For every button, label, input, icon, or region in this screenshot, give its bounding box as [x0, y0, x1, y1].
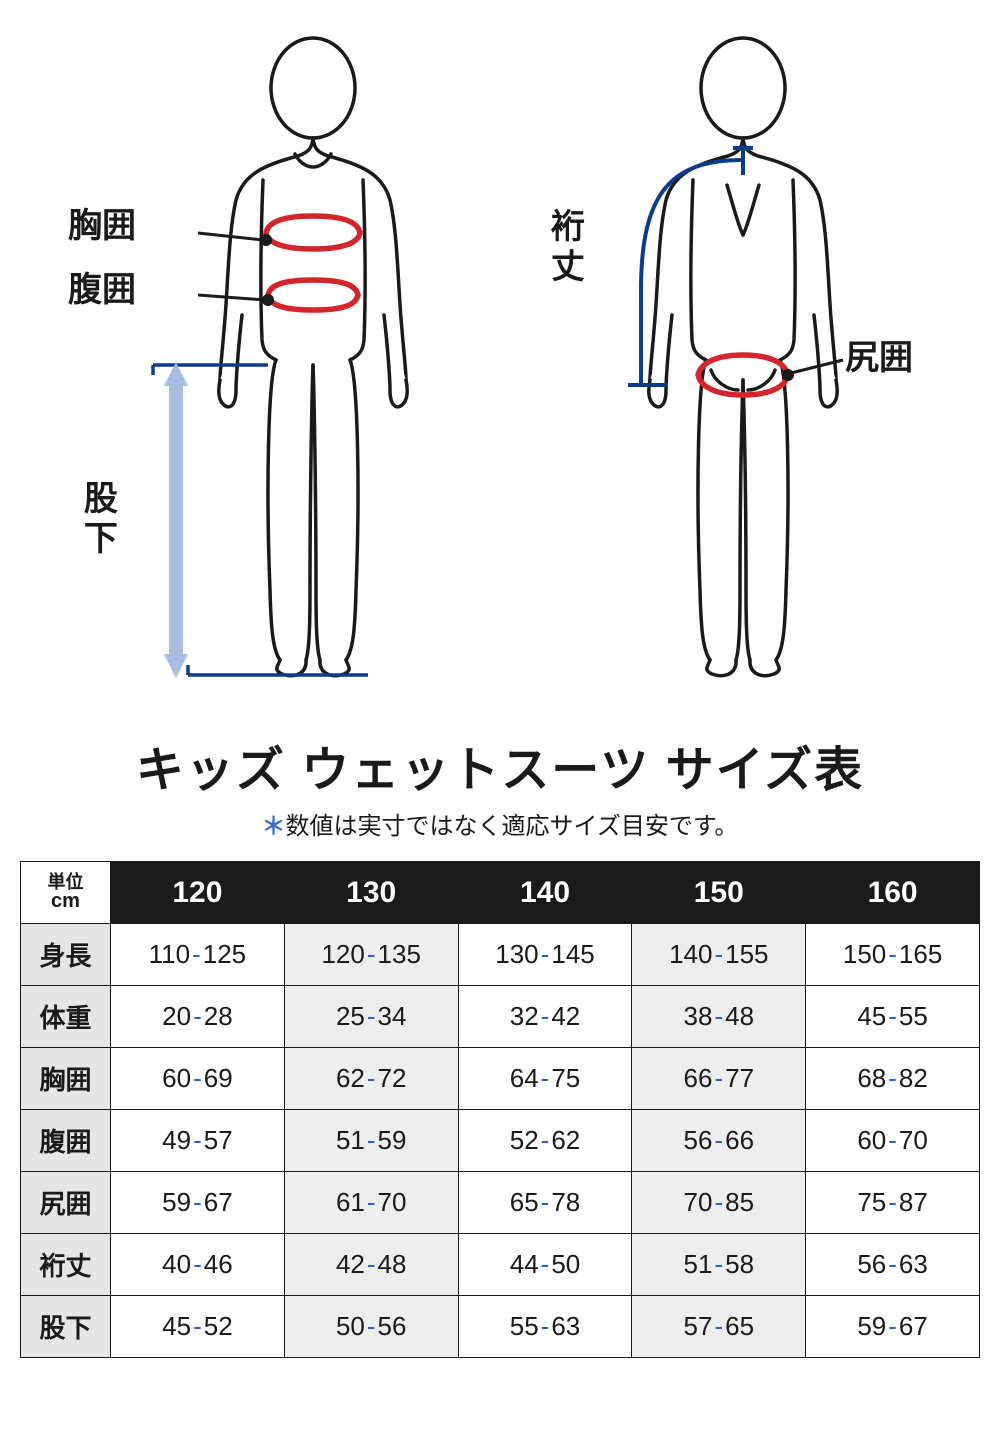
size-cell: 64-75 [458, 1048, 632, 1110]
size-cell: 110-125 [111, 924, 285, 986]
label-hip: 尻囲 [845, 340, 913, 377]
size-cell: 61-70 [284, 1172, 458, 1234]
size-header: 120 [111, 862, 285, 924]
size-cell: 42-48 [284, 1234, 458, 1296]
label-inseam: 股下 [78, 480, 115, 560]
size-cell: 44-50 [458, 1234, 632, 1296]
row-label: 腹囲 [21, 1110, 111, 1172]
table-row: 身長110-125120-135130-145140-155150-165 [21, 924, 980, 986]
row-label: 身長 [21, 924, 111, 986]
size-header: 160 [806, 862, 980, 924]
measurement-diagram: 胸囲 腹囲 股下 [20, 20, 980, 700]
page-subtitle: ＊数値は実寸ではなく適応サイズ目安です。 [20, 806, 980, 841]
size-cell: 51-59 [284, 1110, 458, 1172]
row-label: 尻囲 [21, 1172, 111, 1234]
size-cell: 57-65 [632, 1296, 806, 1358]
back-figure: 裄丈 尻囲 [525, 30, 940, 690]
size-cell: 38-48 [632, 986, 806, 1048]
size-cell: 56-66 [632, 1110, 806, 1172]
size-cell: 25-34 [284, 986, 458, 1048]
size-cell: 130-145 [458, 924, 632, 986]
size-cell: 66-77 [632, 1048, 806, 1110]
size-cell: 70-85 [632, 1172, 806, 1234]
table-header-row: 単位 cm 120 130 140 150 160 [21, 862, 980, 924]
size-cell: 55-63 [458, 1296, 632, 1358]
size-cell: 59-67 [806, 1296, 980, 1358]
title-block: キッズ ウェットスーツ サイズ表 ＊数値は実寸ではなく適応サイズ目安です。 [20, 730, 980, 841]
label-chest: 胸囲 [68, 208, 136, 245]
corner-bottom: cm [21, 891, 110, 912]
size-cell: 52-62 [458, 1110, 632, 1172]
corner-top: 単位 [21, 873, 110, 892]
table-row: 尻囲59-6761-7065-7870-8575-87 [21, 1172, 980, 1234]
table-row: 腹囲49-5751-5952-6256-6660-70 [21, 1110, 980, 1172]
size-cell: 140-155 [632, 924, 806, 986]
size-cell: 60-70 [806, 1110, 980, 1172]
size-table: 単位 cm 120 130 140 150 160 身長110-125120-1… [20, 861, 980, 1358]
size-header: 150 [632, 862, 806, 924]
label-waist: 腹囲 [68, 272, 136, 309]
size-cell: 45-55 [806, 986, 980, 1048]
size-cell: 20-28 [111, 986, 285, 1048]
table-row: 股下45-5250-5655-6357-6559-67 [21, 1296, 980, 1358]
subtitle-text: 数値は実寸ではなく適応サイズ目安です。 [286, 813, 739, 840]
size-cell: 45-52 [111, 1296, 285, 1358]
row-label: 裄丈 [21, 1234, 111, 1296]
page-title: キッズ ウェットスーツ サイズ表 [20, 730, 980, 800]
size-cell: 120-135 [284, 924, 458, 986]
size-cell: 32-42 [458, 986, 632, 1048]
size-cell: 75-87 [806, 1172, 980, 1234]
size-cell: 49-57 [111, 1110, 285, 1172]
corner-cell: 単位 cm [21, 862, 111, 924]
size-header: 130 [284, 862, 458, 924]
size-cell: 68-82 [806, 1048, 980, 1110]
size-cell: 51-58 [632, 1234, 806, 1296]
size-table-body: 身長110-125120-135130-145140-155150-165体重2… [21, 924, 980, 1358]
table-row: 胸囲60-6962-7264-7566-7768-82 [21, 1048, 980, 1110]
row-label: 体重 [21, 986, 111, 1048]
table-row: 裄丈40-4642-4844-5051-5856-63 [21, 1234, 980, 1296]
asterisk-icon: ＊ [262, 813, 286, 840]
front-body-svg [68, 30, 468, 690]
label-sleeve: 裄丈 [545, 208, 582, 288]
size-cell: 62-72 [284, 1048, 458, 1110]
size-cell: 150-165 [806, 924, 980, 986]
size-cell: 60-69 [111, 1048, 285, 1110]
table-row: 体重20-2825-3432-4238-4845-55 [21, 986, 980, 1048]
size-cell: 65-78 [458, 1172, 632, 1234]
front-figure: 胸囲 腹囲 股下 [60, 30, 475, 690]
size-cell: 50-56 [284, 1296, 458, 1358]
size-cell: 59-67 [111, 1172, 285, 1234]
size-cell: 40-46 [111, 1234, 285, 1296]
size-header: 140 [458, 862, 632, 924]
row-label: 股下 [21, 1296, 111, 1358]
size-cell: 56-63 [806, 1234, 980, 1296]
row-label: 胸囲 [21, 1048, 111, 1110]
